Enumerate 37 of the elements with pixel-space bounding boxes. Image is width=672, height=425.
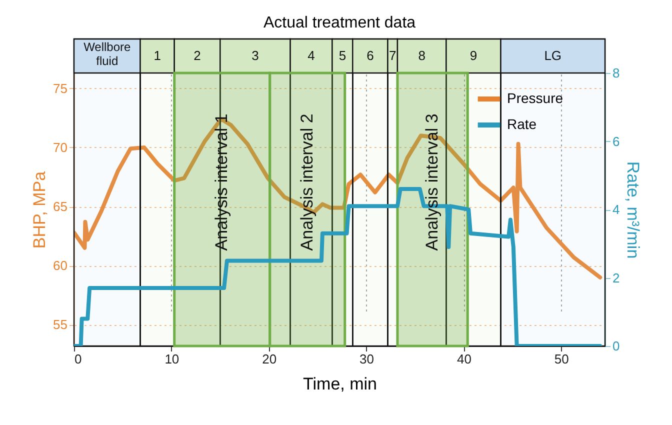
y2-tick-label: 8 [612,66,620,80]
x-tick-label: 40 [456,352,472,366]
band-label: 7 [388,48,396,63]
legend-label: Rate [507,116,537,132]
band-label: 6 [366,48,374,63]
y-tick-label: 70 [53,140,68,155]
band-label: Analysis interval 2 [297,114,316,251]
x-tick-label: 20 [262,352,277,366]
x-axis-title: Time, min [303,374,377,394]
band-label: Analysis interval 3 [422,114,442,251]
band-label: 8 [418,48,426,63]
band-label: 4 [308,48,315,63]
x-tick-label: 10 [164,352,180,366]
y2-tick-label: 6 [612,134,620,149]
y2-tick-label: 4 [612,202,620,217]
chart-title: Actual treatment data [263,14,416,32]
y2-axis-title: Rate, m³/min [624,161,643,259]
band-label: 2 [194,48,201,63]
band-label: 9 [470,48,478,63]
band-label: 3 [252,48,259,63]
band-label: 1 [154,48,161,63]
y-axis-title: BHP, MPa [30,170,50,249]
y-tick-label: 75 [53,80,68,96]
y2-tick-label: 2 [612,270,620,286]
y-tick-label: 65 [53,199,68,214]
y-tick-label: 60 [53,258,68,274]
x-tick-label: 0 [74,352,82,366]
y-tick-label: 55 [53,317,68,332]
legend-label: Pressure [507,90,564,106]
x-tick-label: 50 [554,352,569,366]
x-tick-label: 30 [360,352,374,366]
band-label: Wellbore fluid [84,40,132,68]
line-series [74,187,602,346]
y2-tick-label: 0 [612,338,620,354]
band-label: 5 [338,48,346,63]
band-label: Analysis interval 1 [212,114,232,251]
band-label: LG [544,48,562,63]
